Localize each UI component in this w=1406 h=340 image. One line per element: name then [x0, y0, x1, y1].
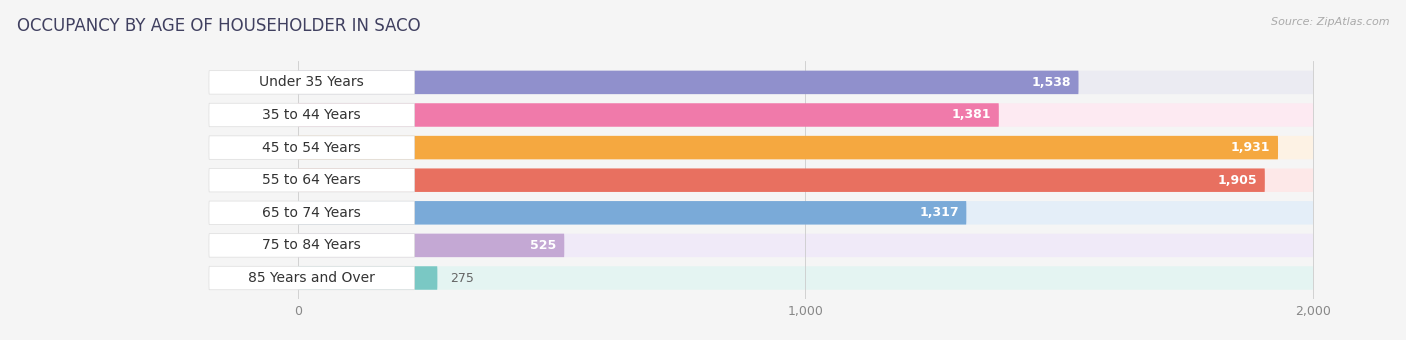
FancyBboxPatch shape	[298, 103, 1313, 127]
Text: OCCUPANCY BY AGE OF HOUSEHOLDER IN SACO: OCCUPANCY BY AGE OF HOUSEHOLDER IN SACO	[17, 17, 420, 35]
Text: 1,905: 1,905	[1218, 174, 1257, 187]
Text: 275: 275	[450, 272, 474, 285]
Text: 35 to 44 Years: 35 to 44 Years	[263, 108, 361, 122]
FancyBboxPatch shape	[209, 103, 415, 127]
Text: 1,538: 1,538	[1032, 76, 1071, 89]
FancyBboxPatch shape	[209, 266, 415, 290]
Text: Under 35 Years: Under 35 Years	[259, 75, 364, 89]
FancyBboxPatch shape	[298, 71, 1078, 94]
Text: 45 to 54 Years: 45 to 54 Years	[263, 141, 361, 155]
FancyBboxPatch shape	[298, 266, 437, 290]
FancyBboxPatch shape	[209, 201, 415, 224]
Text: 1,317: 1,317	[920, 206, 959, 219]
FancyBboxPatch shape	[298, 136, 1313, 159]
Text: 85 Years and Over: 85 Years and Over	[249, 271, 375, 285]
FancyBboxPatch shape	[298, 103, 998, 127]
FancyBboxPatch shape	[298, 201, 1313, 224]
FancyBboxPatch shape	[298, 168, 1313, 192]
Text: 1,931: 1,931	[1230, 141, 1271, 154]
FancyBboxPatch shape	[298, 168, 1265, 192]
FancyBboxPatch shape	[209, 168, 415, 192]
FancyBboxPatch shape	[298, 266, 1313, 290]
FancyBboxPatch shape	[298, 234, 1313, 257]
Text: 75 to 84 Years: 75 to 84 Years	[263, 238, 361, 252]
FancyBboxPatch shape	[298, 234, 564, 257]
Text: 55 to 64 Years: 55 to 64 Years	[263, 173, 361, 187]
Text: 65 to 74 Years: 65 to 74 Years	[263, 206, 361, 220]
Text: 525: 525	[530, 239, 557, 252]
FancyBboxPatch shape	[209, 234, 415, 257]
FancyBboxPatch shape	[298, 136, 1278, 159]
Text: Source: ZipAtlas.com: Source: ZipAtlas.com	[1271, 17, 1389, 27]
FancyBboxPatch shape	[209, 136, 415, 159]
FancyBboxPatch shape	[298, 201, 966, 224]
FancyBboxPatch shape	[209, 71, 415, 94]
FancyBboxPatch shape	[298, 71, 1313, 94]
Text: 1,381: 1,381	[952, 108, 991, 121]
